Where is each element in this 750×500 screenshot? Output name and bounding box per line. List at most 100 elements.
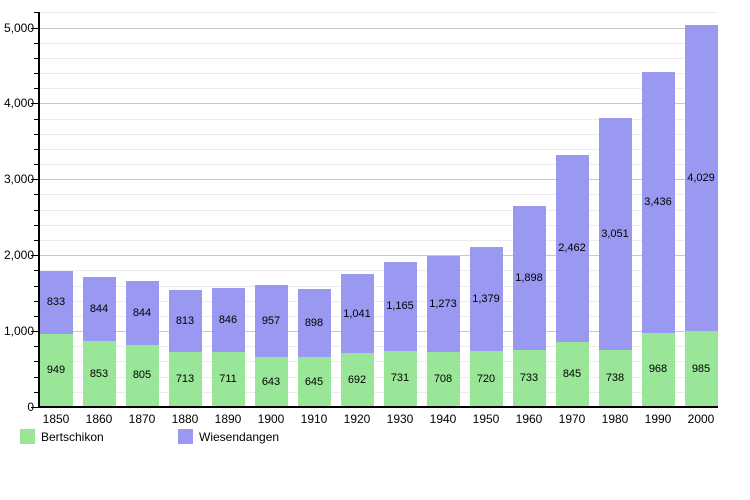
- y-tick-label: 3,000: [3, 172, 34, 186]
- gridline-minor: [38, 301, 718, 302]
- x-tick-label: 2000: [687, 412, 715, 426]
- bar-segment-bertschikon: [254, 357, 288, 406]
- bar-segment-wiesendangen: [297, 288, 331, 358]
- bar-value-label: 1,898: [515, 272, 543, 284]
- bar-segment-bertschikon: [340, 353, 374, 406]
- bar-value-label: 3,436: [644, 196, 672, 208]
- gridline-minor: [38, 316, 718, 317]
- bar-value-label: 985: [691, 363, 711, 375]
- bar-value-label: 853: [89, 368, 109, 380]
- bar-segment-bertschikon: [512, 350, 546, 406]
- gridline-minor: [38, 286, 718, 287]
- gridline-minor: [38, 43, 718, 44]
- bar-value-label: 3,051: [601, 228, 629, 240]
- bar-value-label: 813: [175, 315, 195, 327]
- gridline-minor: [38, 88, 718, 89]
- gridline-minor: [38, 392, 718, 393]
- bar-value-label: 898: [304, 317, 324, 329]
- bar-segment-wiesendangen: [168, 290, 202, 352]
- y-tick-label: 1,000: [3, 324, 34, 338]
- bar-segment-bertschikon: [469, 351, 503, 406]
- bar-value-label: 4,029: [687, 172, 715, 184]
- y-axis-minor-tick: [34, 377, 38, 378]
- bar-segment-bertschikon: [555, 341, 589, 406]
- y-axis: [38, 12, 40, 408]
- y-axis-tick: [31, 103, 38, 104]
- x-axis: [38, 406, 718, 408]
- y-axis-tick: [31, 407, 38, 408]
- bar-segment-wiesendangen: [125, 280, 159, 345]
- bar-segment-bertschikon: [297, 357, 331, 406]
- gridline-major: [38, 103, 718, 104]
- y-axis-minor-tick: [34, 58, 38, 59]
- legend-swatch-wiesendangen: [178, 429, 193, 444]
- bar-value-label: 738: [605, 372, 625, 384]
- y-axis-tick: [31, 255, 38, 256]
- bar-segment-wiesendangen: [383, 262, 417, 351]
- gridline-major: [38, 255, 718, 256]
- bar-segment-bertschikon: [684, 331, 718, 406]
- bar-value-label: 711: [219, 373, 237, 385]
- gridline-minor: [38, 149, 718, 150]
- y-axis-minor-tick: [34, 88, 38, 89]
- y-axis-minor-tick: [34, 392, 38, 393]
- bar-segment-bertschikon: [39, 333, 73, 406]
- x-tick-label: 1960: [515, 412, 543, 426]
- x-tick-label: 1850: [42, 412, 70, 426]
- gridline-minor: [38, 225, 718, 226]
- bar-segment-wiesendangen: [512, 206, 546, 351]
- bar-segment-bertschikon: [211, 352, 245, 406]
- y-axis-minor-tick: [34, 286, 38, 287]
- bar-value-label: 1,273: [429, 298, 457, 310]
- bar-segment-bertschikon: [125, 344, 159, 406]
- y-axis-minor-tick: [34, 134, 38, 135]
- legend-label-bertschikon: Bertschikon: [41, 430, 104, 444]
- y-axis-minor-tick: [34, 210, 38, 211]
- bar-segment-wiesendangen: [254, 284, 288, 358]
- x-tick-label: 1980: [601, 412, 629, 426]
- y-axis-minor-tick: [34, 301, 38, 302]
- y-axis-minor-tick: [34, 270, 38, 271]
- bar-value-label: 645: [304, 376, 324, 388]
- bar-segment-wiesendangen: [39, 270, 73, 334]
- x-tick-label: 1910: [300, 412, 328, 426]
- legend-label-wiesendangen: Wiesendangen: [199, 430, 280, 444]
- x-tick-label: 1940: [429, 412, 457, 426]
- bar-value-label: 805: [132, 369, 152, 381]
- gridline-minor: [38, 134, 718, 135]
- x-tick-label: 1880: [171, 412, 199, 426]
- y-axis-minor-tick: [34, 225, 38, 226]
- gridline-major: [38, 179, 718, 180]
- y-axis-minor-tick: [34, 194, 38, 195]
- gridline-minor: [38, 73, 718, 74]
- bar-value-label: 1,379: [472, 293, 500, 305]
- x-tick-label: 1900: [257, 412, 285, 426]
- bar-segment-wiesendangen: [598, 118, 632, 350]
- bar-segment-wiesendangen: [211, 287, 245, 353]
- y-axis-minor-tick: [34, 361, 38, 362]
- y-axis-tick: [31, 28, 38, 29]
- legend-swatch-bertschikon: [20, 429, 35, 444]
- gridline-minor: [38, 210, 718, 211]
- bar-value-label: 720: [476, 373, 496, 385]
- bar-value-label: 692: [347, 374, 367, 386]
- bar-value-label: 968: [648, 363, 668, 375]
- gridline-minor: [38, 270, 718, 271]
- x-tick-label: 1890: [214, 412, 242, 426]
- y-tick-label: 4,000: [3, 96, 34, 110]
- gridline-minor: [38, 12, 718, 13]
- bar-value-label: 846: [218, 314, 238, 326]
- bar-value-label: 708: [433, 373, 453, 385]
- bar-segment-bertschikon: [598, 349, 632, 406]
- bar-segment-bertschikon: [641, 332, 675, 406]
- y-tick-label: 0: [27, 400, 34, 414]
- gridline-minor: [38, 119, 718, 120]
- x-tick-label: 1870: [128, 412, 156, 426]
- bar-segment-bertschikon: [168, 351, 202, 406]
- y-axis-tick: [31, 331, 38, 332]
- y-axis-minor-tick: [34, 164, 38, 165]
- y-tick-label: 2,000: [3, 248, 34, 262]
- bar-segment-wiesendangen: [82, 277, 116, 342]
